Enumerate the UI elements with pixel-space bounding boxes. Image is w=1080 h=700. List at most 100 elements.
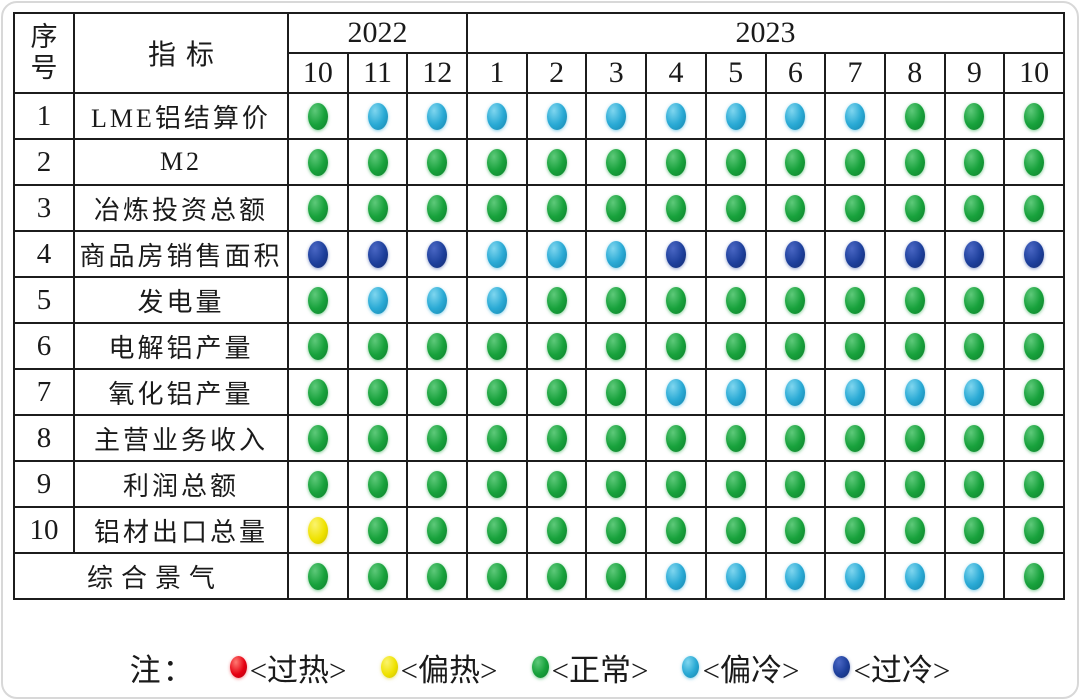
serial-label-line: 序 (30, 22, 58, 52)
normal-dot-icon (427, 516, 448, 544)
normal-dot-icon (725, 332, 746, 360)
normal-dot-icon (665, 286, 686, 314)
normal-dot-icon (1024, 286, 1045, 314)
status-cell (943, 552, 1006, 600)
normal-dot-icon (1024, 102, 1045, 130)
indicator-name-cell: M2 (73, 138, 289, 186)
status-cell (704, 414, 767, 462)
cold-dot-icon (964, 240, 985, 268)
table-header: 序号指标 2022 2023 10 11 12 1 2 3 4 5 6 7 8 9 10 (13, 12, 1065, 94)
status-cell (943, 276, 1006, 324)
status-cell (645, 184, 707, 232)
indicator-heatmap-table: 序号指标 2022 2023 10 11 12 1 2 3 4 5 6 7 8 9 10 1 LME铝结算价 2 M… (13, 12, 1065, 600)
status-cell (525, 460, 588, 508)
status-cell (645, 92, 707, 140)
normal-dot-icon (486, 194, 507, 222)
status-cell (466, 184, 528, 232)
normal-dot-icon (367, 424, 388, 452)
normal-dot-icon (845, 194, 866, 222)
status-cell (704, 230, 767, 278)
status-cell (525, 368, 588, 416)
status-cell (525, 506, 588, 554)
header-row-years: 序号指标 2022 2023 (13, 12, 1065, 94)
month-header: 9 (943, 52, 1006, 94)
normal-dot-icon (606, 194, 627, 222)
normal-dot-icon (606, 562, 627, 590)
month-header: 2 (525, 52, 588, 94)
normal-dot-icon (1024, 194, 1045, 222)
normal-dot-icon (307, 194, 328, 222)
header-serial-number: 序号 (13, 12, 75, 94)
status-cell (704, 138, 767, 186)
month-header: 7 (824, 52, 886, 94)
normal-dot-icon (845, 148, 866, 176)
cold-dot-icon (1024, 240, 1045, 268)
status-cell (406, 506, 469, 554)
status-cell (287, 92, 349, 140)
status-cell (704, 184, 767, 232)
cool-dot-icon (785, 378, 806, 406)
status-cell (764, 368, 827, 416)
normal-dot-icon (665, 470, 686, 498)
normal-dot-icon (546, 470, 567, 498)
legend-item-label: <过冷> (853, 652, 951, 688)
normal-dot-icon (964, 332, 985, 360)
normal-dot-icon (725, 516, 746, 544)
cool-dot-icon (606, 102, 627, 130)
normal-dot-icon (531, 656, 549, 678)
status-cell (883, 506, 946, 554)
month-header: 4 (645, 52, 707, 94)
normal-dot-icon (1024, 378, 1045, 406)
status-cell (764, 184, 827, 232)
status-cell (645, 230, 707, 278)
status-cell (943, 92, 1006, 140)
status-cell (764, 92, 827, 140)
status-cell (346, 322, 409, 370)
status-cell (883, 276, 946, 324)
status-cell (287, 322, 349, 370)
status-cell (525, 552, 588, 600)
normal-dot-icon (546, 562, 567, 590)
normal-dot-icon (964, 102, 985, 130)
month-header: 1 (466, 52, 528, 94)
status-cell (645, 414, 707, 462)
warm-dot-icon (380, 656, 398, 678)
status-cell (764, 552, 827, 600)
normal-dot-icon (785, 424, 806, 452)
legend-item-normal: <正常> (531, 645, 648, 690)
row-number-cell: 8 (13, 414, 75, 462)
cool-dot-icon (367, 102, 388, 130)
cool-dot-icon (546, 102, 567, 130)
status-cell (764, 230, 827, 278)
status-cell (287, 276, 349, 324)
status-cell (1003, 322, 1065, 370)
normal-dot-icon (845, 332, 866, 360)
status-cell (346, 276, 409, 324)
indicator-name-cell: LME铝结算价 (73, 92, 289, 140)
status-cell (346, 138, 409, 186)
status-cell (764, 460, 827, 508)
normal-dot-icon (785, 516, 806, 544)
status-cell (824, 552, 886, 600)
cold-dot-icon (725, 240, 746, 268)
status-cell (525, 322, 588, 370)
cool-dot-icon (606, 240, 627, 268)
cool-dot-icon (845, 562, 866, 590)
normal-dot-icon (367, 378, 388, 406)
cool-dot-icon (546, 240, 567, 268)
indicator-name-cell: 综合景气 (13, 552, 289, 600)
cool-dot-icon (725, 102, 746, 130)
cold-dot-icon (904, 240, 925, 268)
status-cell (585, 230, 648, 278)
normal-dot-icon (486, 516, 507, 544)
normal-dot-icon (606, 332, 627, 360)
status-cell (346, 230, 409, 278)
normal-dot-icon (486, 424, 507, 452)
month-header: 6 (764, 52, 827, 94)
cold-dot-icon (367, 240, 388, 268)
status-cell (943, 184, 1006, 232)
header-indicator: 指标 (73, 12, 289, 94)
status-cell (525, 230, 588, 278)
status-cell (824, 138, 886, 186)
status-cell (824, 460, 886, 508)
